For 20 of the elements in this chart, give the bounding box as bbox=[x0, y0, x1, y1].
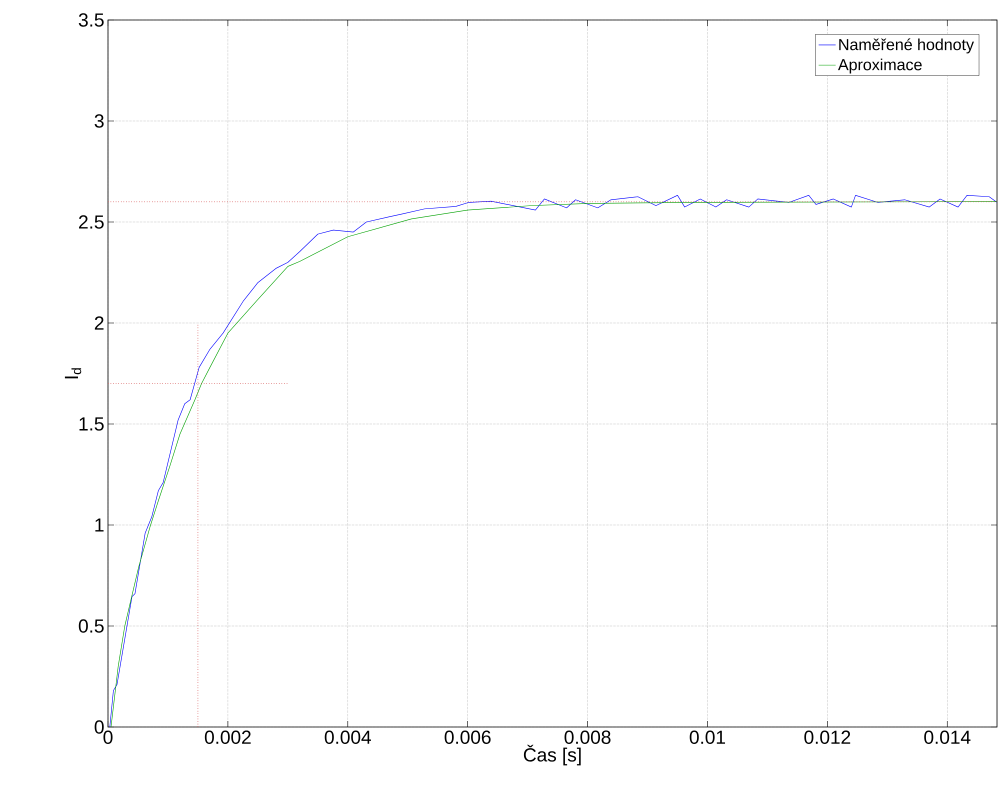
x-tick-label: 0.01 bbox=[690, 730, 726, 744]
x-axis-title: Čas [s] bbox=[524, 744, 581, 766]
x-tick-label: 0.014 bbox=[924, 730, 970, 744]
y-tick-label: 3 bbox=[94, 114, 104, 128]
y-tick-label: 0.5 bbox=[78, 619, 104, 633]
y-tick-label: 2 bbox=[94, 316, 104, 330]
y-tick-label: 0 bbox=[94, 720, 104, 734]
y-tick-label: 2.5 bbox=[79, 215, 104, 229]
x-tick-label: 0.012 bbox=[804, 730, 850, 744]
x-tick-label: 0.002 bbox=[204, 730, 251, 744]
x-tick-label: 0.004 bbox=[324, 730, 372, 744]
y-tick-label: 3.5 bbox=[78, 13, 104, 27]
legend-label: Aproximace bbox=[838, 58, 922, 74]
y-tick-label: 1 bbox=[95, 518, 104, 532]
x-tick-label: 0 bbox=[103, 730, 113, 744]
x-tick-label: 0.006 bbox=[444, 730, 491, 744]
y-axis-title: I$_{d}$ bbox=[64, 368, 82, 378]
x-tick-label: 0.008 bbox=[564, 730, 611, 744]
y-tick-label: 1.5 bbox=[80, 417, 104, 431]
legend-label: Naměřené hodnoty bbox=[839, 38, 974, 54]
